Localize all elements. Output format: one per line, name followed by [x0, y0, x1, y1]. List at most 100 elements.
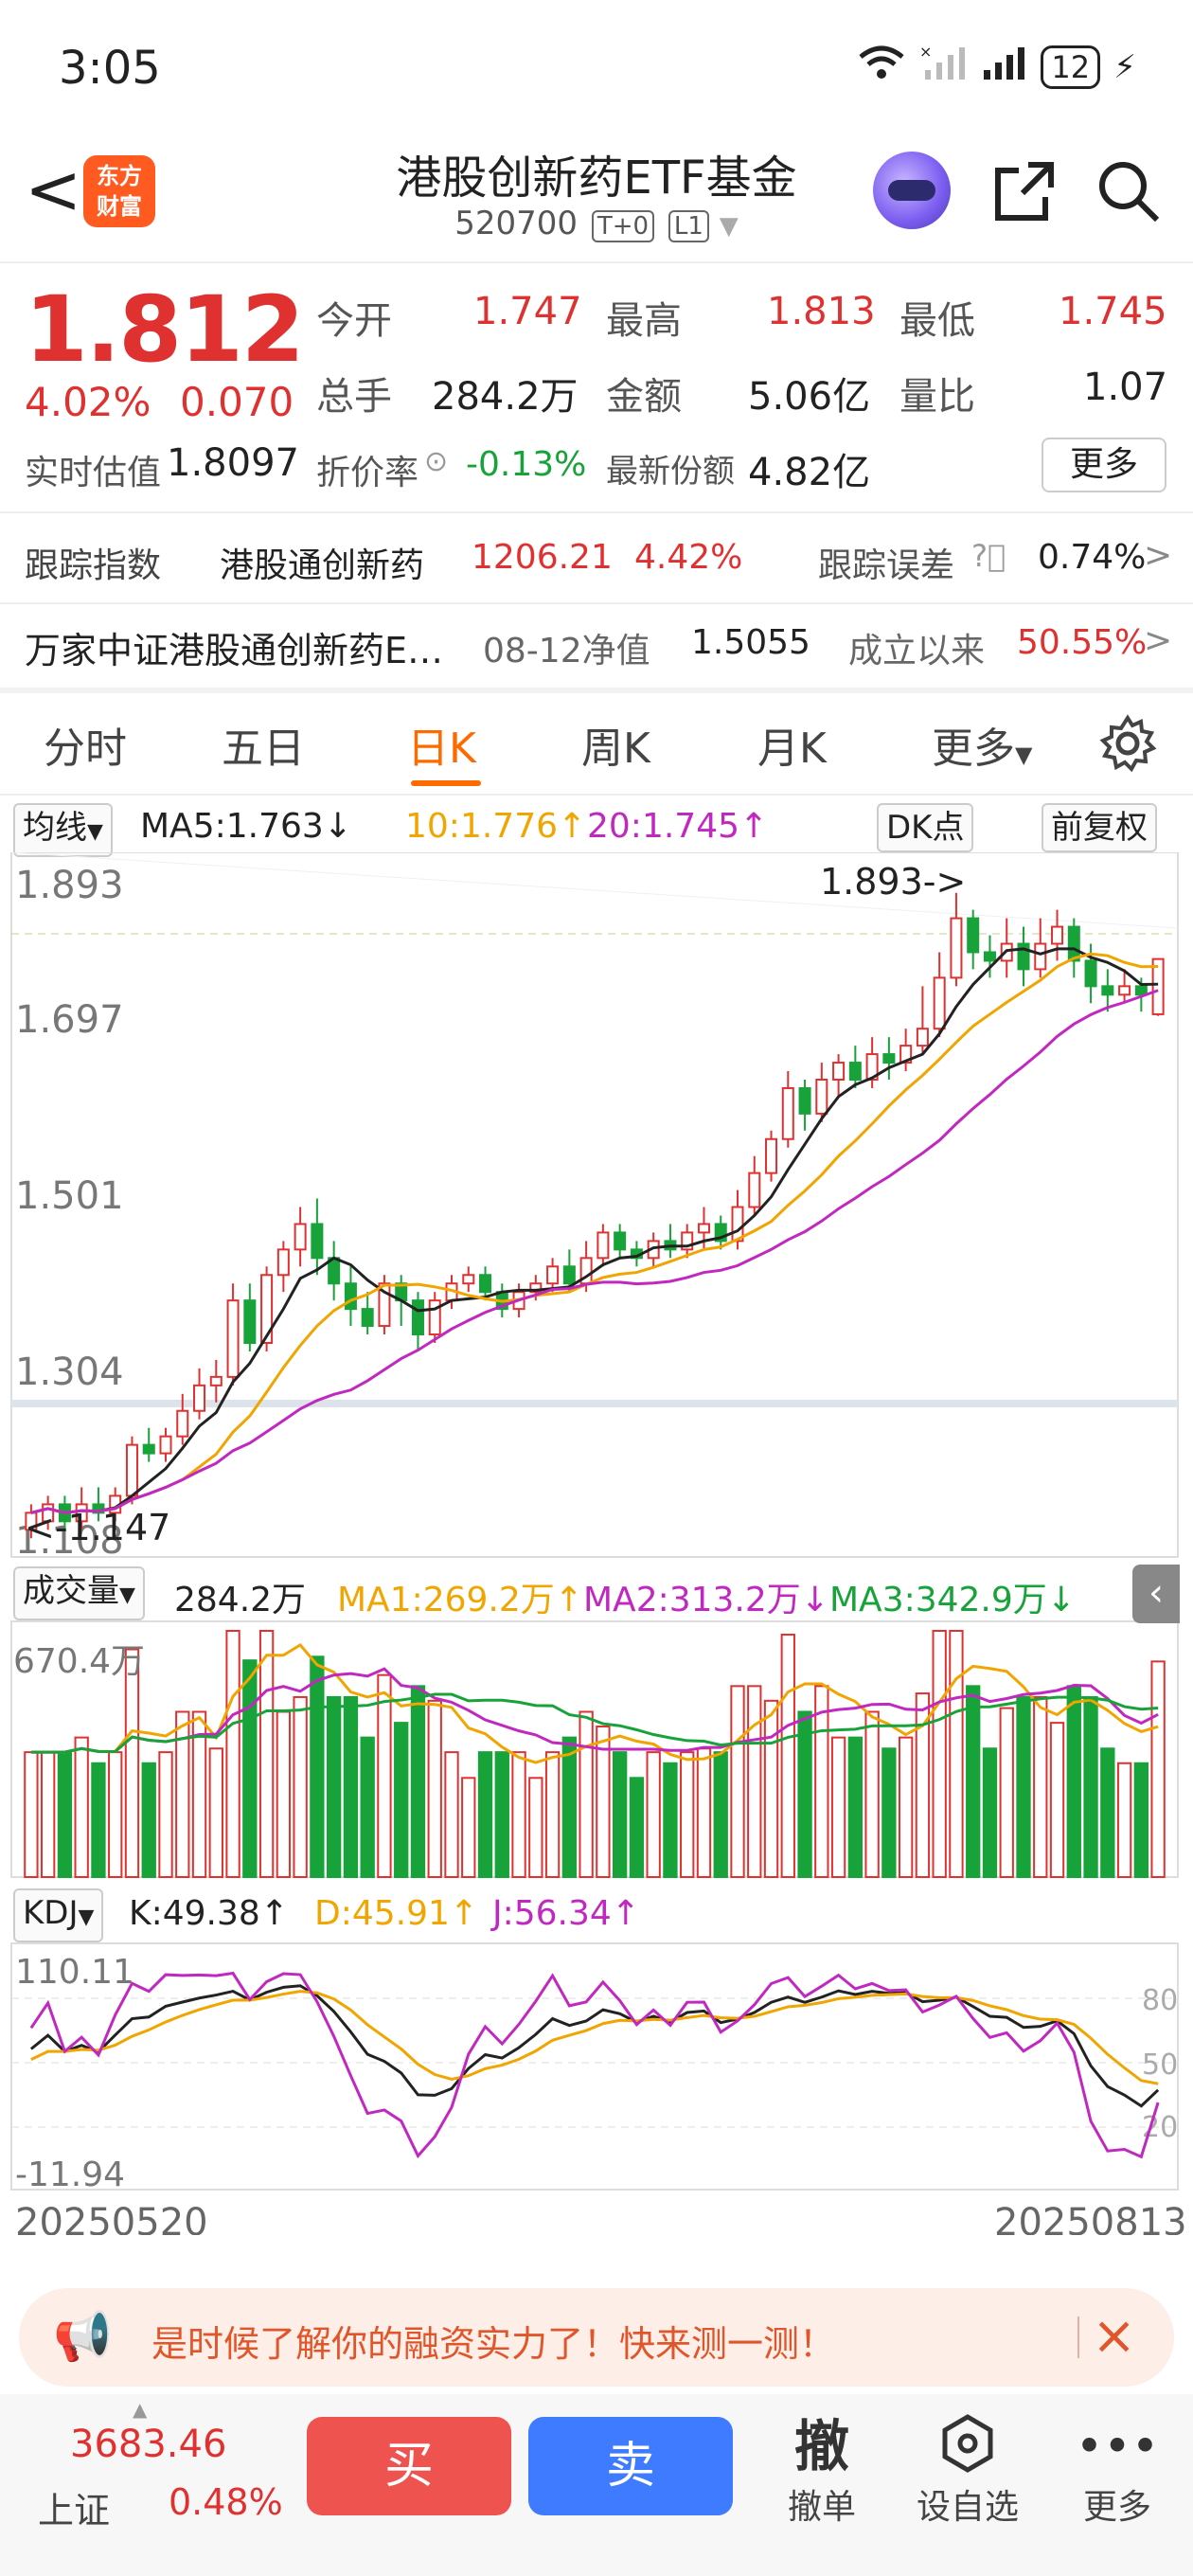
- candle: [848, 1062, 862, 1081]
- volume-bar: [612, 1751, 628, 1878]
- help-icon[interactable]: ?⃝: [971, 538, 1006, 574]
- volume-bar: [1150, 1660, 1166, 1878]
- candle: [714, 1223, 727, 1243]
- candle: [25, 1512, 38, 1531]
- volume-bar: [461, 1777, 476, 1878]
- dk-point-button[interactable]: DK点: [877, 803, 974, 852]
- candle: [1051, 925, 1064, 945]
- volume-bar: [175, 1710, 190, 1879]
- volume-bar: [377, 1673, 392, 1879]
- volume-bar: [242, 1659, 258, 1879]
- volume-bar: [394, 1722, 409, 1879]
- back-button[interactable]: <: [25, 150, 82, 229]
- ma-select[interactable]: 均线▼: [13, 803, 113, 857]
- volume-bar: [814, 1685, 829, 1878]
- tab-monthly-k[interactable]: 月K: [757, 724, 827, 773]
- candle: [142, 1443, 155, 1455]
- sell-button[interactable]: 卖: [528, 2417, 733, 2515]
- tab-daily-k[interactable]: 日K: [407, 724, 476, 773]
- volume-bar: [646, 1751, 661, 1878]
- tab-more[interactable]: 更多▼: [932, 714, 1032, 775]
- high-label: 最高: [606, 299, 682, 343]
- ma10-value: 10:1.776↑: [405, 807, 587, 846]
- candle: [815, 1078, 828, 1115]
- volume-bar: [343, 1695, 359, 1878]
- adjust-button[interactable]: 前复权: [1042, 803, 1157, 852]
- candle: [311, 1223, 324, 1260]
- candle: [176, 1409, 189, 1438]
- vol-ma1: MA1:269.2万↑: [337, 1581, 583, 1619]
- more-button[interactable]: 更多: [1042, 438, 1166, 492]
- share-icon[interactable]: [990, 157, 1059, 225]
- tab-weekly-k[interactable]: 周K: [581, 724, 650, 773]
- l1-tag[interactable]: L1: [668, 210, 709, 242]
- search-icon[interactable]: [1095, 157, 1163, 225]
- divider: [0, 261, 1193, 263]
- assistant-robot-icon[interactable]: [873, 152, 951, 229]
- open-label: 今开: [316, 299, 392, 343]
- kdj-80: 80: [1142, 1984, 1178, 2017]
- ma20-value: 20:1.745↑: [587, 807, 769, 846]
- volume-bar: [124, 1648, 140, 1878]
- change-percent: 4.02%: [25, 379, 151, 425]
- chevron-right-icon[interactable]: >: [1144, 621, 1173, 660]
- candle: [765, 1137, 778, 1174]
- cancel-icon: 撤: [793, 2414, 849, 2478]
- candle: [1151, 957, 1165, 1015]
- fund-code: 520700: [454, 205, 579, 242]
- candle: [882, 1053, 896, 1064]
- info-icon[interactable]: ⊙: [424, 445, 449, 478]
- close-icon[interactable]: ×: [1092, 2305, 1136, 2367]
- volume-bar: [310, 1655, 325, 1878]
- volume-bar: [579, 1710, 594, 1879]
- volume-bar: [258, 1630, 275, 1878]
- buy-button[interactable]: 买: [307, 2417, 511, 2515]
- gear-icon[interactable]: [1098, 714, 1157, 773]
- kdj-select[interactable]: KDJ▼: [13, 1888, 104, 1942]
- ma5-line: [30, 947, 1159, 1514]
- candle: [193, 1384, 206, 1412]
- volume-bar: [1033, 1695, 1048, 1878]
- nav-label: 08-12净值: [483, 632, 650, 671]
- candle: [546, 1265, 560, 1285]
- tracking-index[interactable]: 港股通创新药: [220, 546, 425, 585]
- axis-label-top: 1.893: [15, 864, 124, 907]
- candle: [462, 1274, 475, 1285]
- chevron-right-icon[interactable]: >: [1144, 536, 1173, 575]
- volume-bar: [730, 1685, 745, 1878]
- candle: [276, 1248, 290, 1277]
- candle: [209, 1375, 223, 1386]
- logo-line1: 东方: [97, 163, 142, 189]
- more-menu-button[interactable]: ••• 更多: [1051, 2413, 1184, 2529]
- divider: [1077, 2317, 1079, 2358]
- fund-name[interactable]: 万家中证港股通创新药E…: [25, 630, 444, 671]
- kline-chart[interactable]: 1.893 1.697 1.501 1.304 1.108 1.893-> <-…: [0, 852, 1193, 2235]
- volume-value: 284.2万: [174, 1581, 307, 1619]
- promo-banner[interactable]: 📢 是时候了解你的融资实力了！快来测一测！ ×: [19, 2288, 1174, 2387]
- period-tabs: 分时 五日 日K 周K 月K 更多▼: [0, 691, 1193, 796]
- volume-bar: [511, 1751, 526, 1878]
- axis-label-3: 1.501: [15, 1174, 124, 1218]
- index-value[interactable]: 3683.46: [70, 2423, 227, 2466]
- caret-up-icon[interactable]: ▲: [133, 2398, 148, 2421]
- volume-bar: [1049, 1722, 1065, 1879]
- volume-ma-line: [30, 1667, 1159, 1754]
- cancel-order-button[interactable]: 撤 撤单: [756, 2413, 888, 2529]
- candle: [294, 1223, 307, 1251]
- add-watchlist-button[interactable]: 设自选: [901, 2413, 1034, 2529]
- volume-select[interactable]: 成交量▼: [13, 1566, 145, 1620]
- collapse-arrow-icon[interactable]: ‹: [1132, 1565, 1180, 1623]
- volume-bar: [780, 1634, 795, 1878]
- candle: [125, 1443, 138, 1497]
- tab-five-day[interactable]: 五日: [222, 724, 305, 773]
- signal-icon: [980, 44, 1027, 90]
- candle: [1101, 985, 1114, 996]
- chevron-down-icon[interactable]: ▼: [719, 212, 739, 241]
- kdj-axis-top: 110.11: [15, 1953, 134, 1992]
- tab-intraday[interactable]: 分时: [44, 724, 127, 773]
- volume-bar: [763, 1699, 779, 1878]
- change-value: 0.070: [180, 379, 294, 425]
- megaphone-icon: 📢: [53, 2309, 113, 2364]
- ma-select-label: 均线: [23, 809, 87, 847]
- volume-bar: [40, 1751, 56, 1878]
